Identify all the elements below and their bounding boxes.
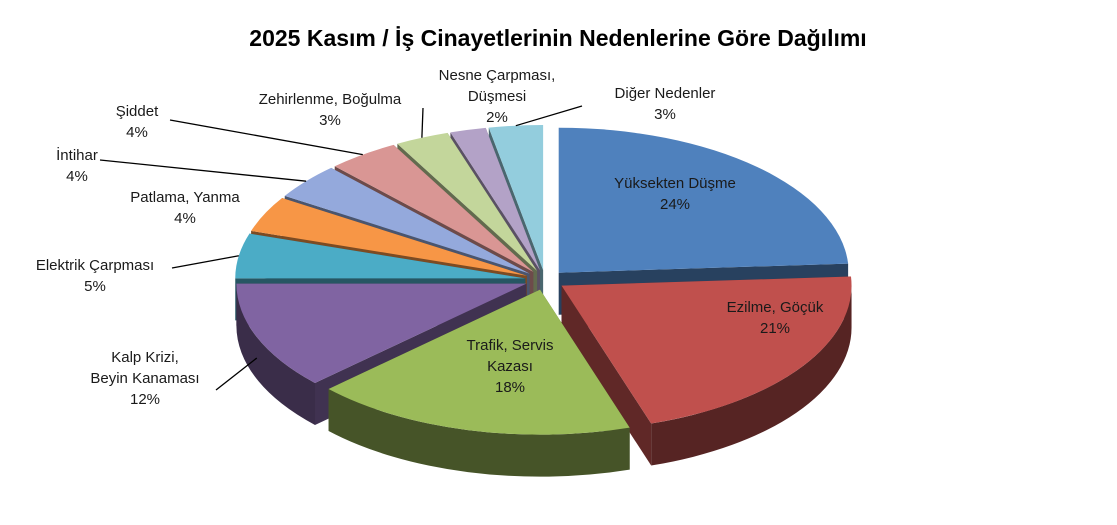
- value-label: 5%: [84, 278, 106, 295]
- category-label: Nesne Çarpması, Düşmesi: [439, 67, 556, 105]
- slice: [488, 125, 544, 271]
- slice: [450, 127, 541, 271]
- value-label: 4%: [66, 168, 88, 185]
- slice-wall: [651, 285, 852, 466]
- category-label: Ezilme, Göçük: [727, 299, 824, 316]
- value-label: 12%: [130, 391, 160, 408]
- label-line: İntihar: [56, 146, 98, 164]
- slice: [251, 198, 527, 276]
- label-line: Diğer Nedenler: [615, 85, 716, 102]
- slice-wall: [328, 388, 630, 477]
- leader-line: [99, 159, 307, 182]
- label-line: Elektrik Çarpması: [36, 257, 154, 274]
- slice-side: [561, 285, 652, 466]
- category-label: Yüksekten Düşme: [614, 175, 736, 192]
- slice: [334, 144, 534, 272]
- label-line: Kalp Krizi,: [111, 349, 179, 366]
- leader-line: [215, 357, 258, 391]
- slice: [561, 276, 852, 424]
- slice: [235, 233, 526, 279]
- label-line: Patlama, Yanma: [130, 189, 240, 206]
- leader-line: [421, 107, 424, 138]
- category-label: Zehirlenme, Boğulma: [259, 91, 402, 108]
- label-line: Trafik, Servis: [467, 337, 554, 354]
- chart-title: 2025 Kasım / İş Cinayetlerinin Nedenleri…: [249, 25, 866, 51]
- leader-line: [171, 255, 239, 269]
- pie: [235, 125, 852, 477]
- value-label: 3%: [654, 106, 676, 123]
- label-line: Beyin Kanaması: [90, 370, 199, 387]
- category-label: Patlama, Yanma: [130, 189, 240, 206]
- leader-line: [169, 119, 363, 156]
- label-line: Nesne Çarpması,: [439, 67, 556, 84]
- slice: [328, 289, 630, 435]
- slice: [284, 167, 530, 274]
- value-label: 4%: [126, 124, 148, 141]
- slice: [236, 283, 527, 383]
- label-line: Zehirlenme, Boğulma: [259, 91, 402, 108]
- value-label: 18%: [495, 379, 525, 396]
- leader-line: [515, 105, 583, 127]
- category-label: Elektrik Çarpması: [36, 257, 154, 274]
- value-label: 21%: [760, 320, 790, 337]
- slice: [558, 127, 849, 273]
- category-label: Trafik, Servis Kazası: [467, 337, 554, 375]
- value-label: 3%: [319, 112, 341, 129]
- label-line: Düşmesi: [468, 88, 526, 105]
- value-label: 24%: [660, 196, 690, 213]
- label-line: Kazası: [487, 358, 533, 375]
- category-label: Şiddet: [116, 103, 159, 120]
- slice: [397, 132, 538, 271]
- label-line: Şiddet: [116, 103, 159, 120]
- category-label: İntihar: [56, 146, 98, 164]
- value-label: 2%: [486, 109, 508, 126]
- label-line: Yüksekten Düşme: [614, 175, 736, 192]
- slice-wall: [236, 283, 316, 425]
- category-label: Diğer Nedenler: [615, 85, 716, 102]
- value-label: 4%: [174, 210, 196, 227]
- category-label: Kalp Krizi, Beyin Kanaması: [90, 349, 199, 387]
- label-line: Ezilme, Göçük: [727, 299, 824, 316]
